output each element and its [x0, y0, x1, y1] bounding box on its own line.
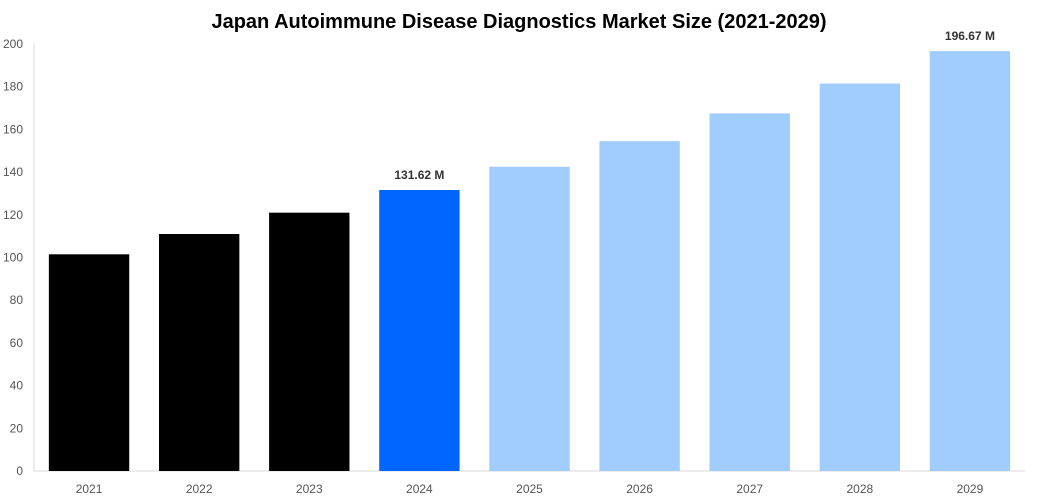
x-tick-label: 2021 — [76, 482, 103, 496]
bars-group — [48, 51, 1011, 472]
bar-2021 — [48, 254, 130, 471]
y-axis-ticks: 0 20 40 60 80 100 120 140 160 180 200 — [3, 37, 23, 478]
y-tick-label: 40 — [10, 379, 24, 393]
y-tick-label: 180 — [3, 80, 23, 94]
x-tick-label: 2023 — [296, 482, 323, 496]
x-tick-label: 2025 — [516, 482, 543, 496]
y-tick-label: 0 — [16, 464, 23, 478]
y-tick-label: 80 — [10, 293, 24, 307]
data-label-2029: 196.67 M — [945, 29, 995, 43]
bar-2028 — [819, 83, 901, 471]
y-tick-label: 20 — [10, 421, 24, 435]
bar-2027 — [709, 113, 790, 471]
bar-2025 — [489, 166, 570, 471]
y-tick-label: 200 — [3, 37, 23, 51]
bar-2026 — [599, 141, 680, 471]
chart-title: Japan Autoimmune Disease Diagnostics Mar… — [211, 11, 826, 33]
data-label-2024: 131.62 M — [394, 168, 444, 182]
y-tick-label: 100 — [3, 251, 23, 265]
x-tick-label: 2026 — [626, 482, 653, 496]
y-tick-label: 160 — [3, 122, 23, 136]
data-labels-group: 131.62 M 196.67 M — [394, 29, 995, 182]
y-tick-label: 140 — [3, 165, 23, 179]
y-tick-label: 60 — [10, 336, 24, 350]
x-tick-label: 2024 — [406, 482, 433, 496]
x-tick-label: 2022 — [186, 482, 213, 496]
x-tick-label: 2029 — [957, 482, 984, 496]
x-axis-ticks: 2021 2022 2023 2024 2025 2026 2027 2028 2029 — [76, 482, 984, 496]
x-tick-label: 2028 — [846, 482, 873, 496]
x-tick-label: 2027 — [736, 482, 763, 496]
bar-2022 — [158, 234, 240, 471]
bar-2024 — [379, 189, 460, 471]
y-tick-label: 120 — [3, 208, 23, 222]
bar-2023 — [269, 212, 350, 472]
bar-2029 — [929, 51, 1011, 471]
